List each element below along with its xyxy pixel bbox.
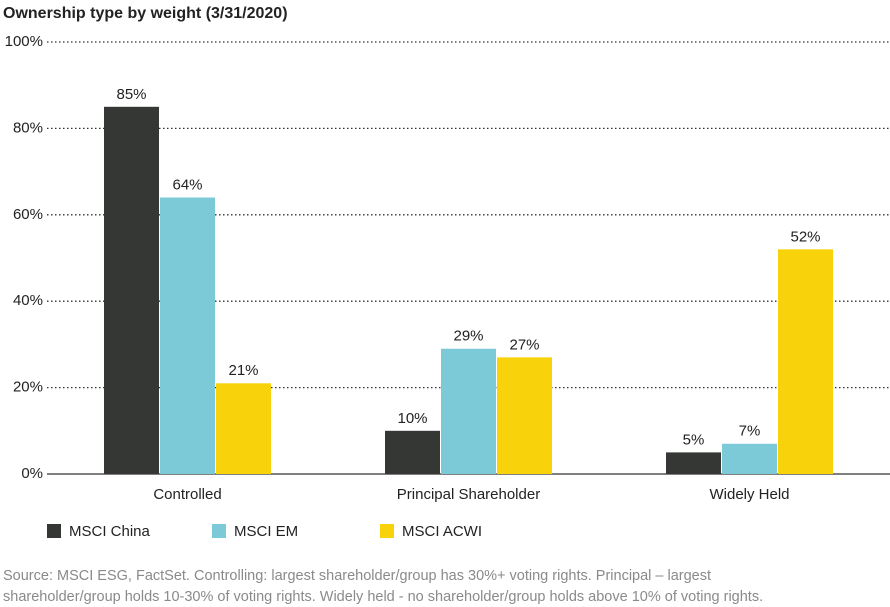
bar bbox=[385, 430, 440, 474]
y-tick-label: 60% bbox=[13, 206, 43, 223]
y-tick-label: 20% bbox=[13, 379, 43, 396]
value-label: 21% bbox=[228, 362, 258, 379]
value-label: 7% bbox=[739, 423, 761, 440]
source-note: shareholder/group holds 10-30% of voting… bbox=[3, 589, 763, 605]
y-tick-label: 100% bbox=[5, 33, 43, 50]
bar bbox=[104, 106, 159, 475]
chart-title: Ownership type by weight (3/31/2020) bbox=[3, 5, 288, 22]
bar bbox=[441, 348, 496, 474]
y-tick-label: 0% bbox=[21, 465, 43, 482]
value-label: 85% bbox=[116, 86, 146, 103]
value-label: 64% bbox=[172, 176, 202, 193]
y-tick-label: 80% bbox=[13, 119, 43, 136]
value-label: 27% bbox=[509, 336, 539, 353]
x-tick-label: Controlled bbox=[153, 486, 221, 503]
source-note: Source: MSCI ESG, FactSet. Controlling: … bbox=[3, 568, 711, 584]
legend-swatch bbox=[212, 524, 226, 538]
bar bbox=[722, 443, 777, 474]
x-tick-label: Principal Shareholder bbox=[397, 486, 540, 503]
value-label: 10% bbox=[397, 410, 427, 427]
legend-label: MSCI China bbox=[69, 523, 151, 540]
value-label: 29% bbox=[453, 328, 483, 345]
legend-swatch bbox=[380, 524, 394, 538]
bar bbox=[160, 197, 215, 474]
bar bbox=[666, 452, 721, 474]
bar bbox=[778, 249, 833, 474]
legend-label: MSCI EM bbox=[234, 523, 298, 540]
value-label: 5% bbox=[683, 431, 705, 448]
legend-label: MSCI ACWI bbox=[402, 523, 482, 540]
bar bbox=[497, 357, 552, 474]
x-tick-label: Widely Held bbox=[709, 486, 789, 503]
bar bbox=[216, 383, 271, 474]
y-tick-label: 40% bbox=[13, 292, 43, 309]
value-label: 52% bbox=[790, 228, 820, 245]
legend-swatch bbox=[47, 524, 61, 538]
